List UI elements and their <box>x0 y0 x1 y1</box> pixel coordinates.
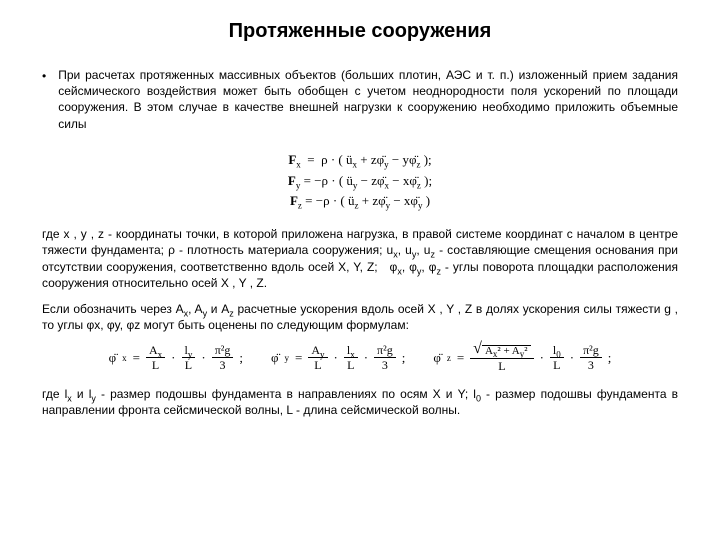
formula-fz: Fz = −ρ · ( üz + zφ̈y − xφ̈y ) <box>42 191 678 212</box>
paragraph-2: где x , y , z - координаты точки, в кото… <box>42 226 678 291</box>
formula-block-2: φ̈x = AxL· lyL· π²g3; φ̈y = AyL· lxL· π²… <box>42 343 678 372</box>
paragraph-4: где lx и ly - размер подошвы фундамента … <box>42 386 678 418</box>
formula-phiy: φ̈y = AyL· lxL· π²g3; <box>271 343 405 372</box>
page-title: Протяженные сооружения <box>42 18 678 45</box>
formula-block-1: Fx = ρ · ( üx + zφ̈y − yφ̈z ); Fy = −ρ ·… <box>42 150 678 212</box>
formula-phix: φ̈x = AxL· lyL· π²g3; <box>109 343 243 372</box>
formula-phiz: φ̈z = √Ax² + Ay²L· l0L· π²g3; <box>433 343 611 372</box>
paragraph-3: Если обозначить через Ax, Ay и Az расчет… <box>42 301 678 333</box>
bullet-mark: • <box>42 67 46 84</box>
formula-fy: Fy = −ρ · ( üy − zφ̈x − xφ̈z ); <box>42 171 678 192</box>
paragraph-1: При расчетах протяженных массивных объек… <box>58 67 678 132</box>
bullet-paragraph: • При расчетах протяженных массивных объ… <box>42 67 678 132</box>
formula-fx: Fx = ρ · ( üx + zφ̈y − yφ̈z ); <box>42 150 678 171</box>
